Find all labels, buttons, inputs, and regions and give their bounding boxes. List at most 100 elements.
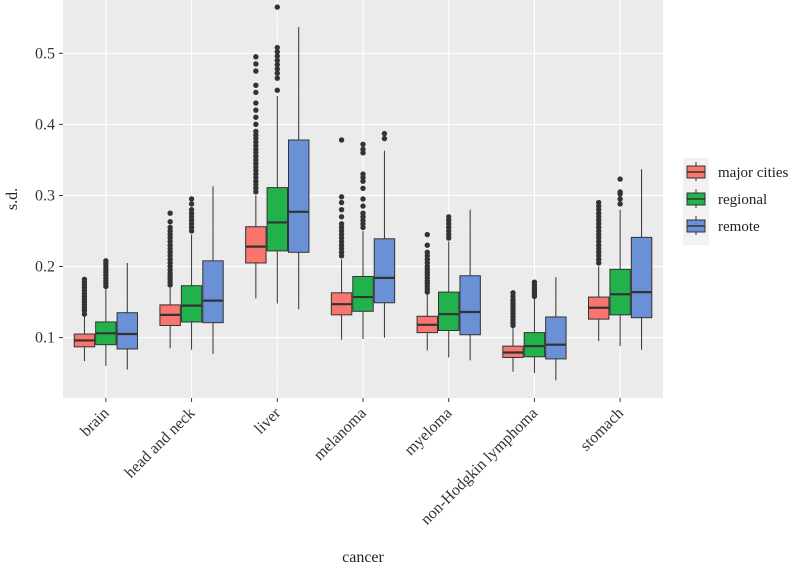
box-iqr	[180, 285, 203, 323]
outlier-point	[381, 130, 388, 137]
y-tick-label: 0.2	[35, 259, 55, 276]
y-tick-label: 0.4	[35, 116, 55, 133]
outlier-point	[167, 219, 173, 225]
outlier-point	[360, 203, 366, 209]
outlier-point	[617, 189, 623, 195]
box-iqr	[523, 332, 546, 358]
category-group-head-and-neck	[159, 186, 224, 354]
box-remote	[545, 277, 567, 381]
x-axis-title: cancer	[342, 549, 384, 566]
outlier-point	[274, 75, 280, 81]
legend-item-remote: remote	[686, 216, 760, 235]
outlier-point	[253, 68, 259, 74]
outlier-point	[360, 141, 366, 147]
outlier-point	[253, 128, 259, 135]
y-tick-label: 0.3	[35, 187, 55, 204]
box-regional	[180, 196, 203, 350]
y-axis-title: s.d.	[4, 188, 21, 210]
category-group-myeloma	[416, 209, 481, 361]
box-regional	[352, 141, 374, 340]
box-major-cities	[159, 210, 181, 349]
box-iqr	[373, 238, 396, 304]
outlier-point	[338, 206, 345, 213]
box-regional	[95, 258, 117, 367]
outlier-point	[253, 107, 259, 113]
box-major-cities	[330, 137, 353, 340]
x-tick-label: head and neck	[122, 405, 199, 482]
x-tick-label: melanoma	[311, 405, 370, 464]
outlier-point	[167, 210, 173, 216]
box-regional	[266, 4, 289, 304]
outlier-point	[188, 201, 195, 207]
box-iqr	[545, 316, 567, 360]
outlier-point	[253, 54, 259, 60]
box-iqr	[288, 139, 310, 253]
outlier-point	[274, 70, 280, 76]
outlier-point	[274, 61, 280, 68]
legend-label: major cities	[718, 165, 789, 181]
box-iqr	[116, 312, 138, 350]
category-group-non-hodgkin-lymphoma	[502, 277, 567, 381]
outlier-point	[81, 276, 88, 283]
outlier-point	[338, 137, 345, 143]
y-tick-label: 0.1	[35, 330, 55, 347]
legend-label: regional	[718, 192, 767, 208]
outlier-point	[274, 57, 280, 64]
outlier-point	[103, 258, 109, 264]
x-tick-label: myeloma	[401, 405, 455, 459]
outlier-point	[360, 210, 366, 216]
legend: major cities regional remote	[683, 158, 789, 245]
outlier-point	[274, 53, 280, 59]
outlier-point	[274, 49, 280, 55]
y-axis: 0.1 0.2 0.3 0.4 0.5	[35, 45, 63, 347]
outlier-point	[617, 201, 623, 207]
legend-label: remote	[718, 219, 760, 235]
box-major-cities	[588, 199, 610, 342]
box-iqr	[266, 187, 289, 252]
outlier-point	[360, 196, 366, 202]
outlier-point	[253, 121, 259, 128]
outlier-point	[188, 206, 195, 213]
outlier-point	[617, 196, 623, 202]
box-regional	[523, 279, 546, 374]
box-iqr	[245, 226, 267, 264]
category-group-melanoma	[330, 130, 396, 340]
box-regional	[609, 176, 631, 347]
outlier-point	[253, 89, 259, 96]
x-tick-label: brain	[77, 405, 112, 440]
box-major-cities	[502, 290, 524, 372]
box-iqr	[630, 236, 653, 319]
outlier-point	[360, 171, 366, 177]
outlier-point	[188, 196, 195, 202]
outlier-point	[338, 199, 345, 206]
outlier-point	[338, 214, 345, 220]
outlier-point	[424, 242, 430, 248]
box-major-cities	[73, 276, 96, 362]
outlier-point	[531, 279, 538, 285]
box-major-cities	[416, 231, 439, 351]
outlier-point	[253, 61, 259, 67]
outlier-point	[274, 66, 280, 72]
outlier-point	[617, 176, 623, 182]
outlier-point	[253, 82, 259, 88]
box-iqr	[438, 291, 460, 331]
box-major-cities	[245, 54, 267, 299]
outlier-point	[360, 185, 366, 192]
outlier-point	[596, 199, 602, 206]
x-tick-label: stomach	[577, 405, 627, 455]
box-regional	[438, 214, 460, 358]
box-iqr	[352, 275, 374, 312]
outlier-point	[424, 249, 430, 256]
outlier-point	[446, 214, 452, 220]
outlier-point	[167, 224, 173, 231]
outlier-point	[274, 4, 280, 10]
legend-item-regional: regional	[686, 189, 767, 208]
box-remote	[459, 209, 481, 361]
box-iqr	[609, 268, 631, 316]
box-remote	[630, 169, 653, 350]
outlier-point	[510, 290, 516, 296]
category-group-liver	[245, 4, 310, 310]
y-tick-label: 0.5	[35, 45, 55, 62]
